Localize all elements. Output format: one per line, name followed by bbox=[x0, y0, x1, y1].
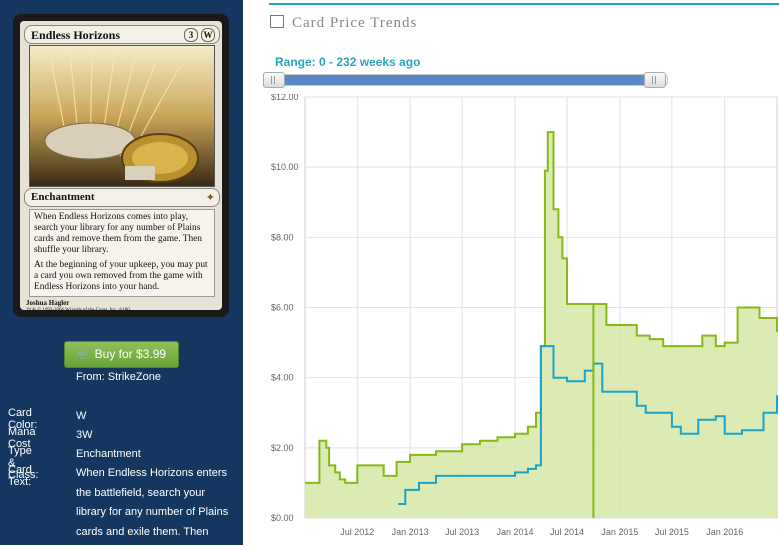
x-tick-label: Jan 2015 bbox=[601, 527, 638, 537]
card-text-box: When Endless Horizons comes into play, s… bbox=[29, 209, 215, 297]
range-slider-right-handle[interactable] bbox=[644, 72, 666, 88]
x-tick-label: Jul 2014 bbox=[550, 527, 584, 537]
y-tick-label: $10.00 bbox=[271, 162, 299, 172]
info-value: When Endless Horizons enters the battlef… bbox=[76, 467, 229, 538]
card-name-bar: Endless Horizons 3 W bbox=[24, 25, 220, 44]
card-name: Endless Horizons bbox=[31, 28, 121, 42]
section-title-text: Card Price Trends bbox=[292, 15, 418, 31]
price-chart-svg: $0.00 $2.00 $4.00 $6.00 $8.00 $10.00 $12.00 Jul… bbox=[271, 92, 778, 537]
info-label: Mana Cost bbox=[8, 426, 36, 450]
card-rules-paragraph: At the beginning of your upkeep, you may… bbox=[34, 260, 208, 292]
range-slider-left-handle[interactable] bbox=[263, 72, 285, 88]
range-label: Range: 0 - 232 weeks ago bbox=[275, 55, 421, 69]
info-value: W bbox=[76, 410, 87, 422]
info-label: Type & Class: bbox=[8, 445, 39, 481]
card-type-line: Enchantment bbox=[31, 191, 95, 203]
set-symbol-icon: ✦ bbox=[205, 192, 215, 204]
range-slider[interactable] bbox=[263, 72, 668, 88]
buy-button-label: Buy for $3.99 bbox=[94, 347, 167, 361]
price-chart: $0.00 $2.00 $4.00 $6.00 $8.00 $10.00 $12.00 Jul… bbox=[269, 92, 779, 545]
series-line bbox=[305, 131, 778, 484]
x-tick-label: Jan 2014 bbox=[496, 527, 533, 537]
buy-button[interactable]: 🛒 Buy for $3.99 bbox=[64, 341, 179, 368]
y-tick-label: $2.00 bbox=[271, 443, 294, 453]
cart-icon: 🛒 bbox=[76, 349, 91, 361]
info-label: Card Color: bbox=[8, 407, 38, 431]
section-title: Card Price Trends bbox=[270, 14, 417, 32]
x-tick-label: Jul 2013 bbox=[445, 527, 479, 537]
x-tick-label: Jul 2015 bbox=[655, 527, 689, 537]
buy-source: From: StrikeZone bbox=[76, 371, 161, 383]
y-tick-label: $8.00 bbox=[271, 232, 294, 242]
card-rules-paragraph: When Endless Horizons comes into play, s… bbox=[34, 212, 202, 255]
generic-mana-symbol: 3 bbox=[184, 28, 198, 43]
card-rules-text: When Endless Horizons comes into play, s… bbox=[34, 212, 210, 297]
y-tick-label: $12.00 bbox=[271, 94, 299, 102]
card-sidebar: Endless Horizons 3 W bbox=[0, 0, 243, 545]
info-label: Card Text: bbox=[8, 464, 32, 488]
card-image: Endless Horizons 3 W bbox=[13, 14, 229, 317]
card-mana-cost: 3 W bbox=[184, 27, 215, 43]
card-copyright: ™ & © 1993-2006 Wizards of the Coast, In… bbox=[26, 308, 130, 313]
card-face: Endless Horizons 3 W bbox=[20, 21, 222, 313]
x-tick-label: Jul 2012 bbox=[340, 527, 374, 537]
white-mana-symbol: W bbox=[201, 28, 215, 43]
info-value: Enchantment bbox=[76, 448, 141, 460]
card-artwork bbox=[29, 45, 215, 187]
y-tick-label: $6.00 bbox=[271, 303, 294, 313]
section-top-rule bbox=[269, 3, 779, 5]
y-tick-label: $4.00 bbox=[271, 373, 294, 383]
info-value: 3W bbox=[76, 429, 93, 441]
series-area bbox=[305, 132, 777, 518]
x-tick-label: Jan 2013 bbox=[392, 527, 429, 537]
calendar-icon bbox=[270, 15, 284, 28]
y-tick-label: $0.00 bbox=[271, 513, 294, 523]
range-slider-fill bbox=[277, 75, 655, 85]
card-artist: Joshua Hagler bbox=[26, 299, 70, 307]
x-tick-label: Jan 2016 bbox=[706, 527, 743, 537]
card-type-bar: Enchantment ✦ bbox=[24, 188, 220, 207]
